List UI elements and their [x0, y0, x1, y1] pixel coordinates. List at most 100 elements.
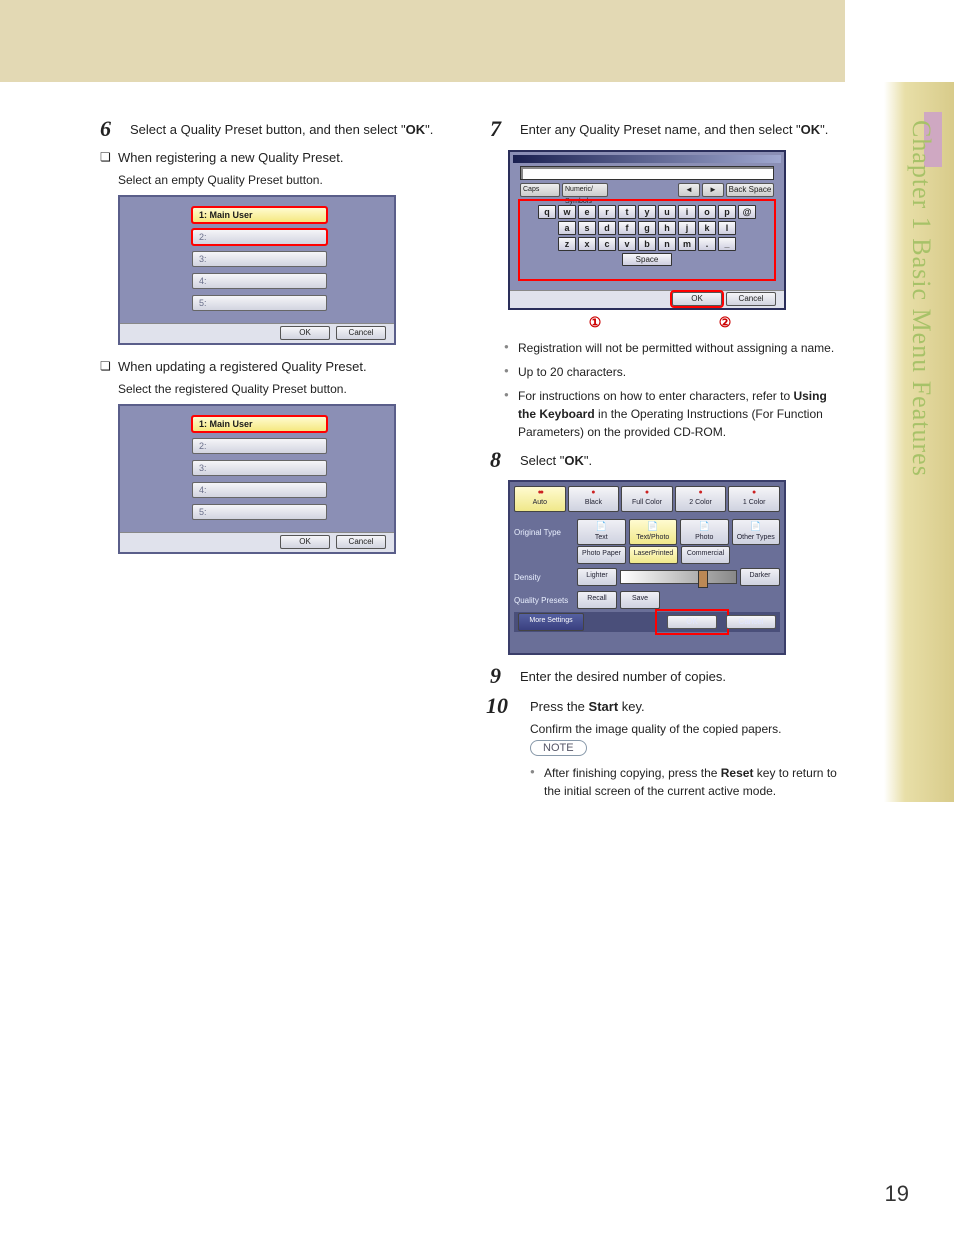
photo-button[interactable]: Photo	[680, 519, 729, 545]
cancel-button[interactable]: Cancel	[336, 535, 386, 549]
top-band	[0, 0, 845, 82]
space-key[interactable]: Space	[622, 253, 672, 266]
2color-tab[interactable]: 2 Color	[675, 486, 727, 512]
preset-bottom-bar: OK Cancel	[120, 532, 394, 552]
ok-button[interactable]: OK	[280, 535, 330, 549]
chapter-label: Chapter 1 Basic Menu Features	[906, 120, 936, 477]
step-10: 10 Press the Start key. Confirm the imag…	[490, 697, 840, 801]
key-t[interactable]: t	[618, 205, 636, 219]
key-l[interactable]: l	[718, 221, 736, 235]
preset-row-3[interactable]: 3:	[192, 460, 327, 476]
key-p[interactable]: p	[718, 205, 736, 219]
name-input-field[interactable]	[520, 166, 774, 180]
recall-button[interactable]: Recall	[577, 591, 617, 609]
fullcolor-tab[interactable]: Full Color	[621, 486, 673, 512]
textphoto-button[interactable]: Text/Photo	[629, 519, 678, 545]
key-o[interactable]: o	[698, 205, 716, 219]
text-button[interactable]: Text	[577, 519, 626, 545]
kbd-titlebar	[513, 155, 781, 163]
key-m[interactable]: m	[678, 237, 696, 251]
preset-row-4[interactable]: 4:	[192, 482, 327, 498]
preset-row-1[interactable]: 1: Main User	[192, 416, 327, 432]
key-i[interactable]: i	[678, 205, 696, 219]
ok-button[interactable]: OK	[667, 615, 717, 629]
save-button[interactable]: Save	[620, 591, 660, 609]
key-d[interactable]: d	[598, 221, 616, 235]
step-number: 6	[100, 116, 111, 142]
cursor-right-button[interactable]: ►	[702, 183, 724, 197]
key-y[interactable]: y	[638, 205, 656, 219]
key-.[interactable]: .	[698, 237, 716, 251]
key-g[interactable]: g	[638, 221, 656, 235]
key-@[interactable]: @	[738, 205, 756, 219]
cancel-button[interactable]: Cancel	[336, 326, 386, 340]
key-_[interactable]: _	[718, 237, 736, 251]
key-c[interactable]: c	[598, 237, 616, 251]
density-row: Density Lighter Darker	[514, 566, 780, 588]
color-mode-tabs: Auto Black Full Color 2 Color 1 Color	[514, 486, 780, 512]
auto-tab[interactable]: Auto	[514, 486, 566, 512]
key-x[interactable]: x	[578, 237, 596, 251]
key-w[interactable]: w	[558, 205, 576, 219]
preset-row-1[interactable]: 1: Main User	[192, 207, 327, 223]
cursor-left-button[interactable]: ◄	[678, 183, 700, 197]
bullet: Up to 20 characters.	[504, 363, 840, 381]
step-9: 9 Enter the desired number of copies.	[490, 667, 840, 687]
preset-bottom-bar: OK Cancel	[120, 323, 394, 343]
key-n[interactable]: n	[658, 237, 676, 251]
step-number: 9	[490, 663, 501, 689]
cancel-button[interactable]: Cancel	[726, 615, 776, 629]
othertypes-button[interactable]: Other Types	[732, 519, 781, 545]
key-h[interactable]: h	[658, 221, 676, 235]
step-text: Enter any Quality Preset name, and then …	[520, 120, 840, 140]
ok-button[interactable]: OK	[672, 292, 722, 306]
photopaper-button[interactable]: Photo Paper	[577, 546, 626, 564]
backspace-button[interactable]: Back Space	[726, 183, 774, 197]
bullet: After finishing copying, press the Reset…	[530, 764, 840, 800]
darker-button[interactable]: Darker	[740, 568, 780, 586]
bullet: For instructions on how to enter charact…	[504, 387, 840, 441]
preset-row-5[interactable]: 5:	[192, 504, 327, 520]
key-f[interactable]: f	[618, 221, 636, 235]
substep-register: When registering a new Quality Preset.	[100, 150, 450, 165]
ok-button[interactable]: OK	[280, 326, 330, 340]
original-type-row2: Photo Paper LaserPrinted Commercial	[514, 546, 780, 564]
black-tab[interactable]: Black	[568, 486, 620, 512]
density-slider[interactable]	[620, 570, 737, 584]
more-settings-button[interactable]: More Settings	[518, 613, 584, 631]
cancel-button[interactable]: Cancel	[726, 292, 776, 306]
preset-row-2[interactable]: 2:	[192, 438, 327, 454]
key-s[interactable]: s	[578, 221, 596, 235]
key-v[interactable]: v	[618, 237, 636, 251]
step-10-notes: After finishing copying, press the Reset…	[530, 764, 840, 800]
callout-1: ①	[589, 314, 602, 331]
key-e[interactable]: e	[578, 205, 596, 219]
laserprinted-button[interactable]: LaserPrinted	[629, 546, 678, 564]
key-q[interactable]: q	[538, 205, 556, 219]
numeric-tab[interactable]: Numeric/ Symbols	[562, 183, 608, 197]
step-7: 7 Enter any Quality Preset name, and the…	[490, 120, 840, 140]
preset-row-3[interactable]: 3:	[192, 251, 327, 267]
step-text: Select "OK".	[520, 451, 840, 471]
step-number: 10	[486, 693, 508, 719]
caps-tab[interactable]: Caps	[520, 183, 560, 197]
ok-highlight-box: OK	[661, 615, 723, 629]
step-number: 8	[490, 447, 501, 473]
substep-update: When updating a registered Quality Prese…	[100, 359, 450, 374]
step-number: 7	[490, 116, 501, 142]
key-a[interactable]: a	[558, 221, 576, 235]
step-10-sub: Confirm the image quality of the copied …	[530, 722, 840, 736]
commercial-button[interactable]: Commercial	[681, 546, 730, 564]
preset-row-4[interactable]: 4:	[192, 273, 327, 289]
key-j[interactable]: j	[678, 221, 696, 235]
key-z[interactable]: z	[558, 237, 576, 251]
key-b[interactable]: b	[638, 237, 656, 251]
1color-tab[interactable]: 1 Color	[728, 486, 780, 512]
preset-row-5[interactable]: 5:	[192, 295, 327, 311]
preset-row-2[interactable]: 2:	[192, 229, 327, 245]
key-r[interactable]: r	[598, 205, 616, 219]
key-k[interactable]: k	[698, 221, 716, 235]
more-settings-row: More Settings OK Cancel	[514, 612, 780, 632]
lighter-button[interactable]: Lighter	[577, 568, 617, 586]
key-u[interactable]: u	[658, 205, 676, 219]
